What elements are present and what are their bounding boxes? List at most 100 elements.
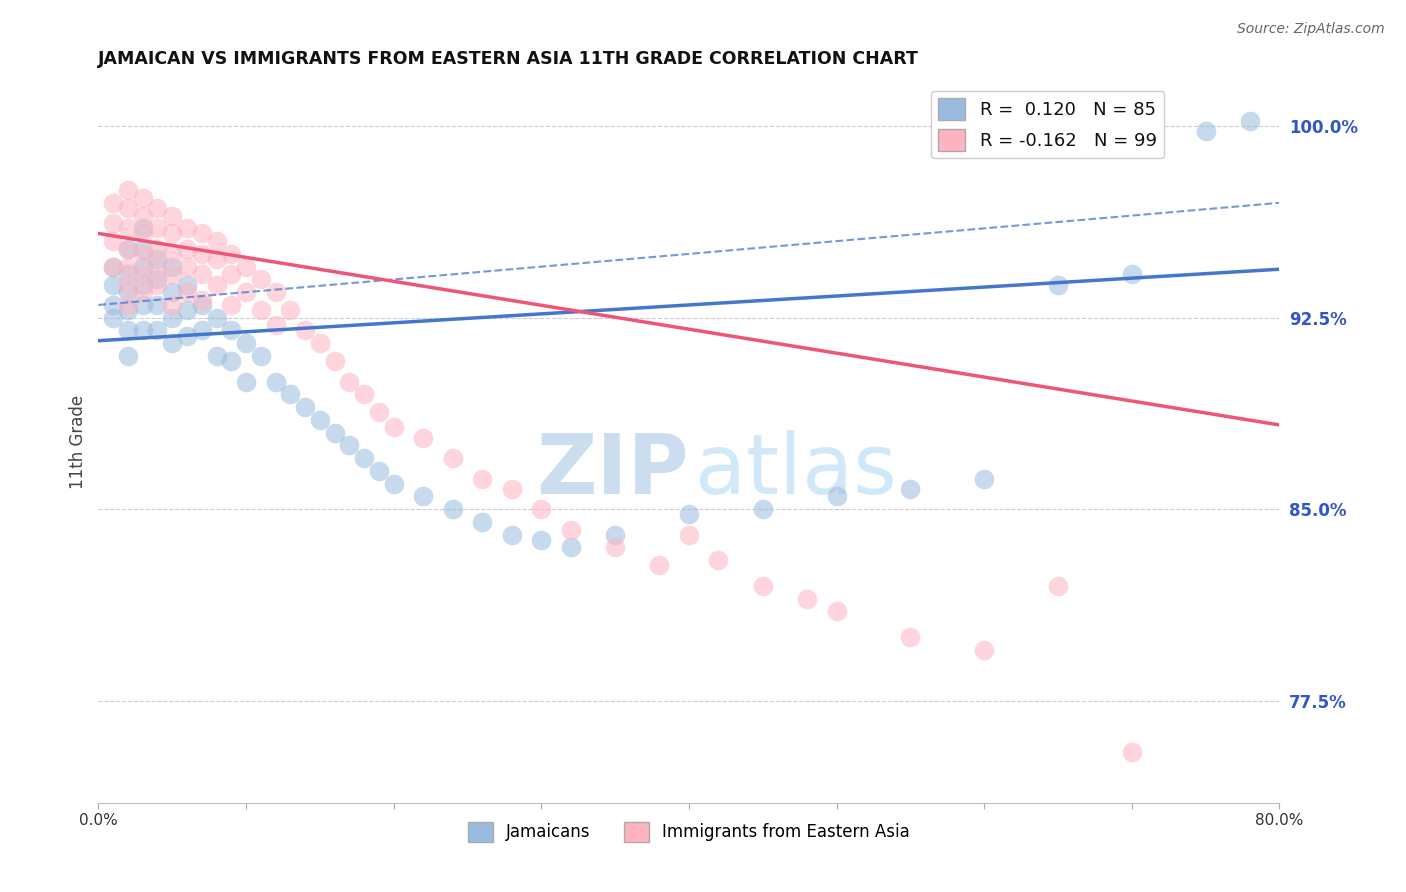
Point [103, 195, 125, 210]
Point [280, 303, 302, 318]
Point [221, 354, 243, 368]
Point [250, 349, 273, 363]
Point [132, 285, 155, 300]
Point [382, 420, 405, 434]
Legend: Jamaicans, Immigrants from Eastern Asia: Jamaicans, Immigrants from Eastern Asia [461, 815, 917, 848]
Point [1239, 114, 1261, 128]
Point [796, 591, 818, 606]
Point [1046, 579, 1070, 593]
Point [368, 464, 391, 478]
Point [103, 234, 125, 248]
Point [162, 310, 183, 325]
Point [1046, 277, 1070, 292]
Point [103, 260, 125, 274]
Point [1195, 124, 1218, 138]
Point [471, 515, 494, 529]
Point [221, 323, 243, 337]
Point [1121, 745, 1143, 759]
Point [707, 553, 730, 567]
Point [162, 260, 183, 274]
Point [162, 209, 183, 223]
Point [146, 272, 169, 286]
Point [205, 234, 228, 248]
Point [264, 375, 287, 389]
Point [973, 472, 995, 486]
Point [117, 298, 139, 312]
Point [146, 201, 169, 215]
Point [162, 268, 183, 282]
Point [191, 293, 214, 307]
Point [162, 298, 183, 312]
Point [323, 425, 346, 440]
Point [117, 268, 139, 282]
Point [221, 247, 243, 261]
Point [323, 354, 346, 368]
Point [176, 328, 198, 343]
Point [900, 630, 922, 644]
Y-axis label: 11th Grade: 11th Grade [69, 394, 87, 489]
Point [309, 413, 332, 427]
Point [103, 277, 125, 292]
Point [117, 323, 139, 337]
Point [176, 221, 198, 235]
Point [752, 579, 775, 593]
Point [900, 482, 922, 496]
Point [132, 242, 155, 256]
Point [205, 277, 228, 292]
Point [264, 285, 287, 300]
Point [132, 298, 155, 312]
Point [176, 303, 198, 318]
Point [1121, 268, 1143, 282]
Point [205, 252, 228, 266]
Point [103, 310, 125, 325]
Point [117, 242, 139, 256]
Point [412, 490, 434, 504]
Point [441, 451, 464, 466]
Point [146, 277, 169, 292]
Point [176, 277, 198, 292]
Point [132, 247, 155, 261]
Point [146, 323, 169, 337]
Point [501, 482, 523, 496]
Point [117, 260, 139, 274]
Point [560, 523, 582, 537]
Point [132, 221, 155, 235]
Point [103, 216, 125, 230]
Point [162, 247, 183, 261]
Point [250, 303, 273, 318]
Point [132, 260, 155, 274]
Point [162, 285, 183, 300]
Point [235, 375, 257, 389]
Point [117, 242, 139, 256]
Point [191, 323, 214, 337]
Point [205, 310, 228, 325]
Point [382, 476, 405, 491]
Point [221, 298, 243, 312]
Point [191, 247, 214, 261]
Point [103, 260, 125, 274]
Text: Source: ZipAtlas.com: Source: ZipAtlas.com [1237, 22, 1385, 37]
Point [471, 472, 494, 486]
Point [678, 508, 700, 522]
Point [146, 298, 169, 312]
Point [132, 277, 155, 292]
Point [117, 201, 139, 215]
Point [146, 242, 169, 256]
Point [235, 336, 257, 351]
Point [264, 318, 287, 333]
Point [825, 490, 848, 504]
Point [176, 285, 198, 300]
Point [752, 502, 775, 516]
Point [132, 191, 155, 205]
Point [412, 431, 434, 445]
Point [103, 298, 125, 312]
Point [191, 298, 214, 312]
Point [973, 642, 995, 657]
Point [501, 527, 523, 541]
Text: atlas: atlas [695, 430, 897, 511]
Point [530, 533, 553, 547]
Point [146, 260, 169, 274]
Point [191, 227, 214, 241]
Point [221, 268, 243, 282]
Point [530, 502, 553, 516]
